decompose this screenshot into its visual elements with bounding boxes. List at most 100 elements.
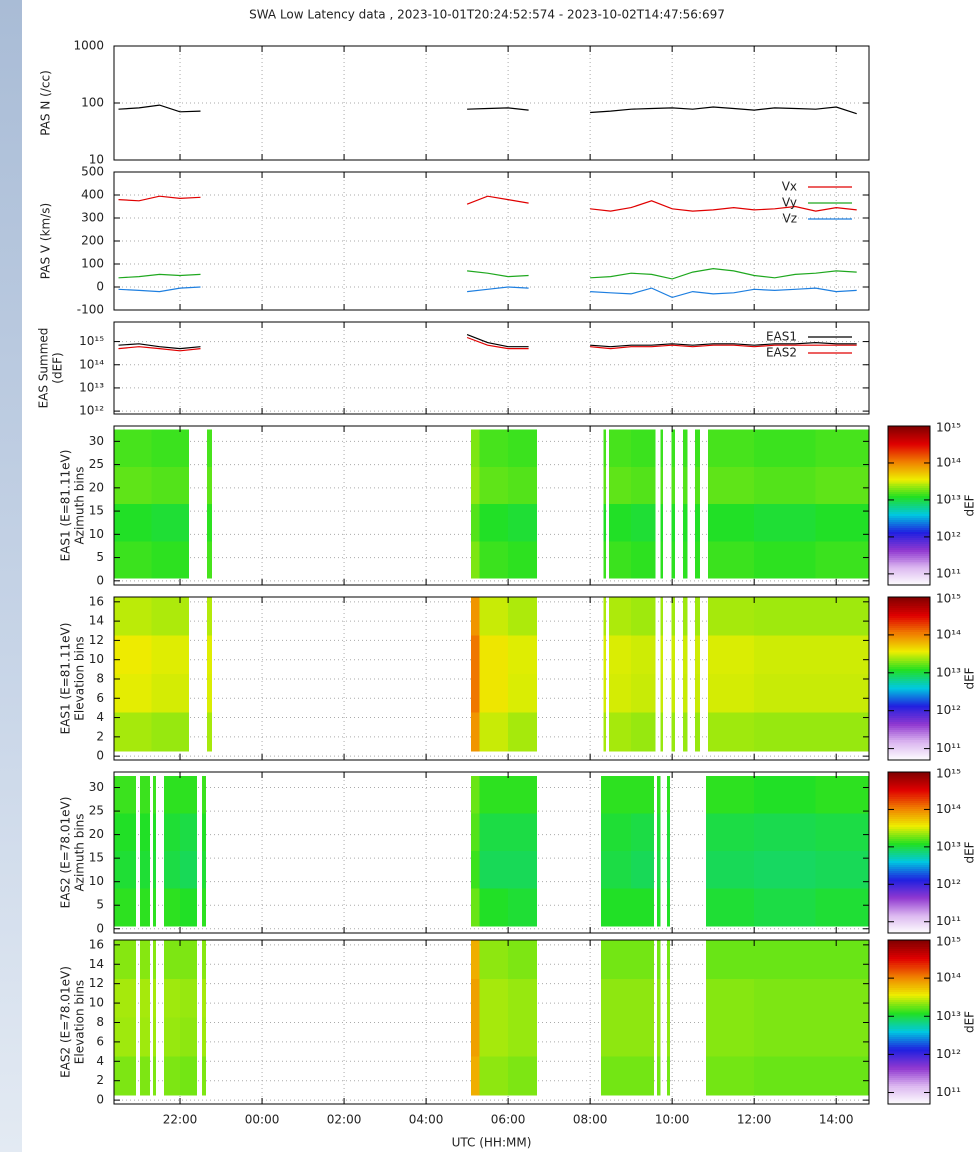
heat-cell xyxy=(471,1056,480,1096)
y-axis-label: Azimuth bins xyxy=(73,813,87,891)
heat-cell xyxy=(631,940,655,979)
colorbar-band xyxy=(888,523,930,526)
heat-cell xyxy=(656,775,661,814)
colorbar-band xyxy=(888,983,930,986)
colorbar-band xyxy=(888,629,930,633)
heat-cell xyxy=(508,541,538,579)
colorbar-band xyxy=(888,870,930,874)
colorbar-band xyxy=(888,725,930,728)
heat-cell xyxy=(152,775,156,814)
heat-cell xyxy=(471,541,480,579)
heat-cell xyxy=(508,775,538,814)
colorbar-band xyxy=(888,431,930,435)
heat-cell xyxy=(815,674,869,713)
colorbar-band xyxy=(888,507,930,511)
colorbar-band xyxy=(888,972,930,976)
colorbar-band xyxy=(888,441,930,445)
heat-cell xyxy=(164,1056,181,1096)
colorbar-band xyxy=(888,666,930,669)
colorbar-band xyxy=(888,605,930,608)
heat-cell xyxy=(631,674,656,713)
colorbar-band xyxy=(888,537,930,540)
colorbar-band xyxy=(888,1052,930,1056)
colorbar-band xyxy=(888,707,930,710)
colorbar-tick-label: 10¹² xyxy=(936,529,961,543)
colorbar-band xyxy=(888,794,930,797)
heat-cell xyxy=(683,504,688,542)
colorbar-band xyxy=(888,1019,930,1023)
colorbar-band xyxy=(888,874,930,878)
heat-cell xyxy=(815,504,869,542)
colorbar-band xyxy=(888,1067,930,1070)
colorbar-band xyxy=(888,435,930,439)
heat-cell xyxy=(706,1017,755,1057)
colorbar-band xyxy=(888,985,930,988)
heat-cell xyxy=(656,851,661,889)
colorbar-band xyxy=(888,1040,930,1044)
colorbar-band xyxy=(888,721,930,724)
heat-cell xyxy=(695,635,701,675)
heat-cell xyxy=(139,813,151,852)
heat-cell xyxy=(754,635,816,675)
y-tick-label: 12 xyxy=(89,976,104,990)
colorbar-band xyxy=(888,804,930,807)
heat-cell xyxy=(508,504,538,542)
heat-cell xyxy=(202,978,206,1018)
colorbar-tick-label: 10¹¹ xyxy=(936,914,961,928)
x-tick-label: 02:00 xyxy=(327,1113,362,1127)
colorbar-band xyxy=(888,617,930,621)
colorbar-band xyxy=(888,890,930,894)
colorbar-band xyxy=(888,559,930,562)
y-axis-label: PAS V (km/s) xyxy=(39,203,53,279)
heat-cell xyxy=(151,504,190,542)
colorbar-band xyxy=(888,1042,930,1046)
colorbar-band xyxy=(888,958,930,962)
colorbar-band xyxy=(888,800,930,803)
colorbar-band xyxy=(888,557,930,560)
colorbar-band xyxy=(888,757,930,761)
colorbar-band xyxy=(888,658,930,661)
colorbar-label: dEF xyxy=(963,841,975,863)
colorbar-band xyxy=(888,619,930,623)
heat-cell xyxy=(114,978,137,1018)
colorbar-band xyxy=(888,461,930,465)
colorbar-band xyxy=(888,896,930,900)
heat-cell xyxy=(754,597,816,636)
heat-cell xyxy=(151,635,190,675)
heat-cell xyxy=(608,504,632,542)
heat-cell xyxy=(708,541,755,579)
colorbar-band xyxy=(888,531,930,534)
heat-cell xyxy=(608,597,632,636)
colorbar-band xyxy=(888,942,930,945)
heat-cell xyxy=(180,813,197,852)
heat-cell xyxy=(114,888,137,927)
legend-label: EAS2 xyxy=(766,346,797,360)
colorbar-band xyxy=(888,483,930,487)
colorbar-band xyxy=(888,715,930,718)
heat-cell xyxy=(603,504,607,542)
colorbar-band xyxy=(888,828,930,831)
colorbar-band xyxy=(888,1028,930,1031)
heat-cell xyxy=(152,1056,156,1096)
heat-cell xyxy=(631,597,656,636)
heat-cell xyxy=(508,597,538,636)
heat-cell xyxy=(683,712,688,752)
colorbar-band xyxy=(888,737,930,741)
colorbar-band xyxy=(888,753,930,757)
heat-cell xyxy=(671,597,676,636)
y-tick-label: 4 xyxy=(96,1054,104,1068)
colorbar-band xyxy=(888,1075,930,1078)
colorbar-band xyxy=(888,643,930,647)
colorbar-band xyxy=(888,521,930,524)
colorbar-band xyxy=(888,473,930,477)
heat-cell xyxy=(667,940,671,979)
heat-cell xyxy=(508,1056,538,1096)
heat-cell xyxy=(151,429,190,467)
colorbar-band xyxy=(888,790,930,793)
heat-cell xyxy=(508,1017,538,1057)
colorbar-band xyxy=(888,1081,930,1085)
heat-cell xyxy=(164,940,181,979)
colorbar-tick-label: 10¹¹ xyxy=(936,1085,961,1099)
heat-cell xyxy=(164,851,181,889)
heat-cell xyxy=(754,813,816,852)
